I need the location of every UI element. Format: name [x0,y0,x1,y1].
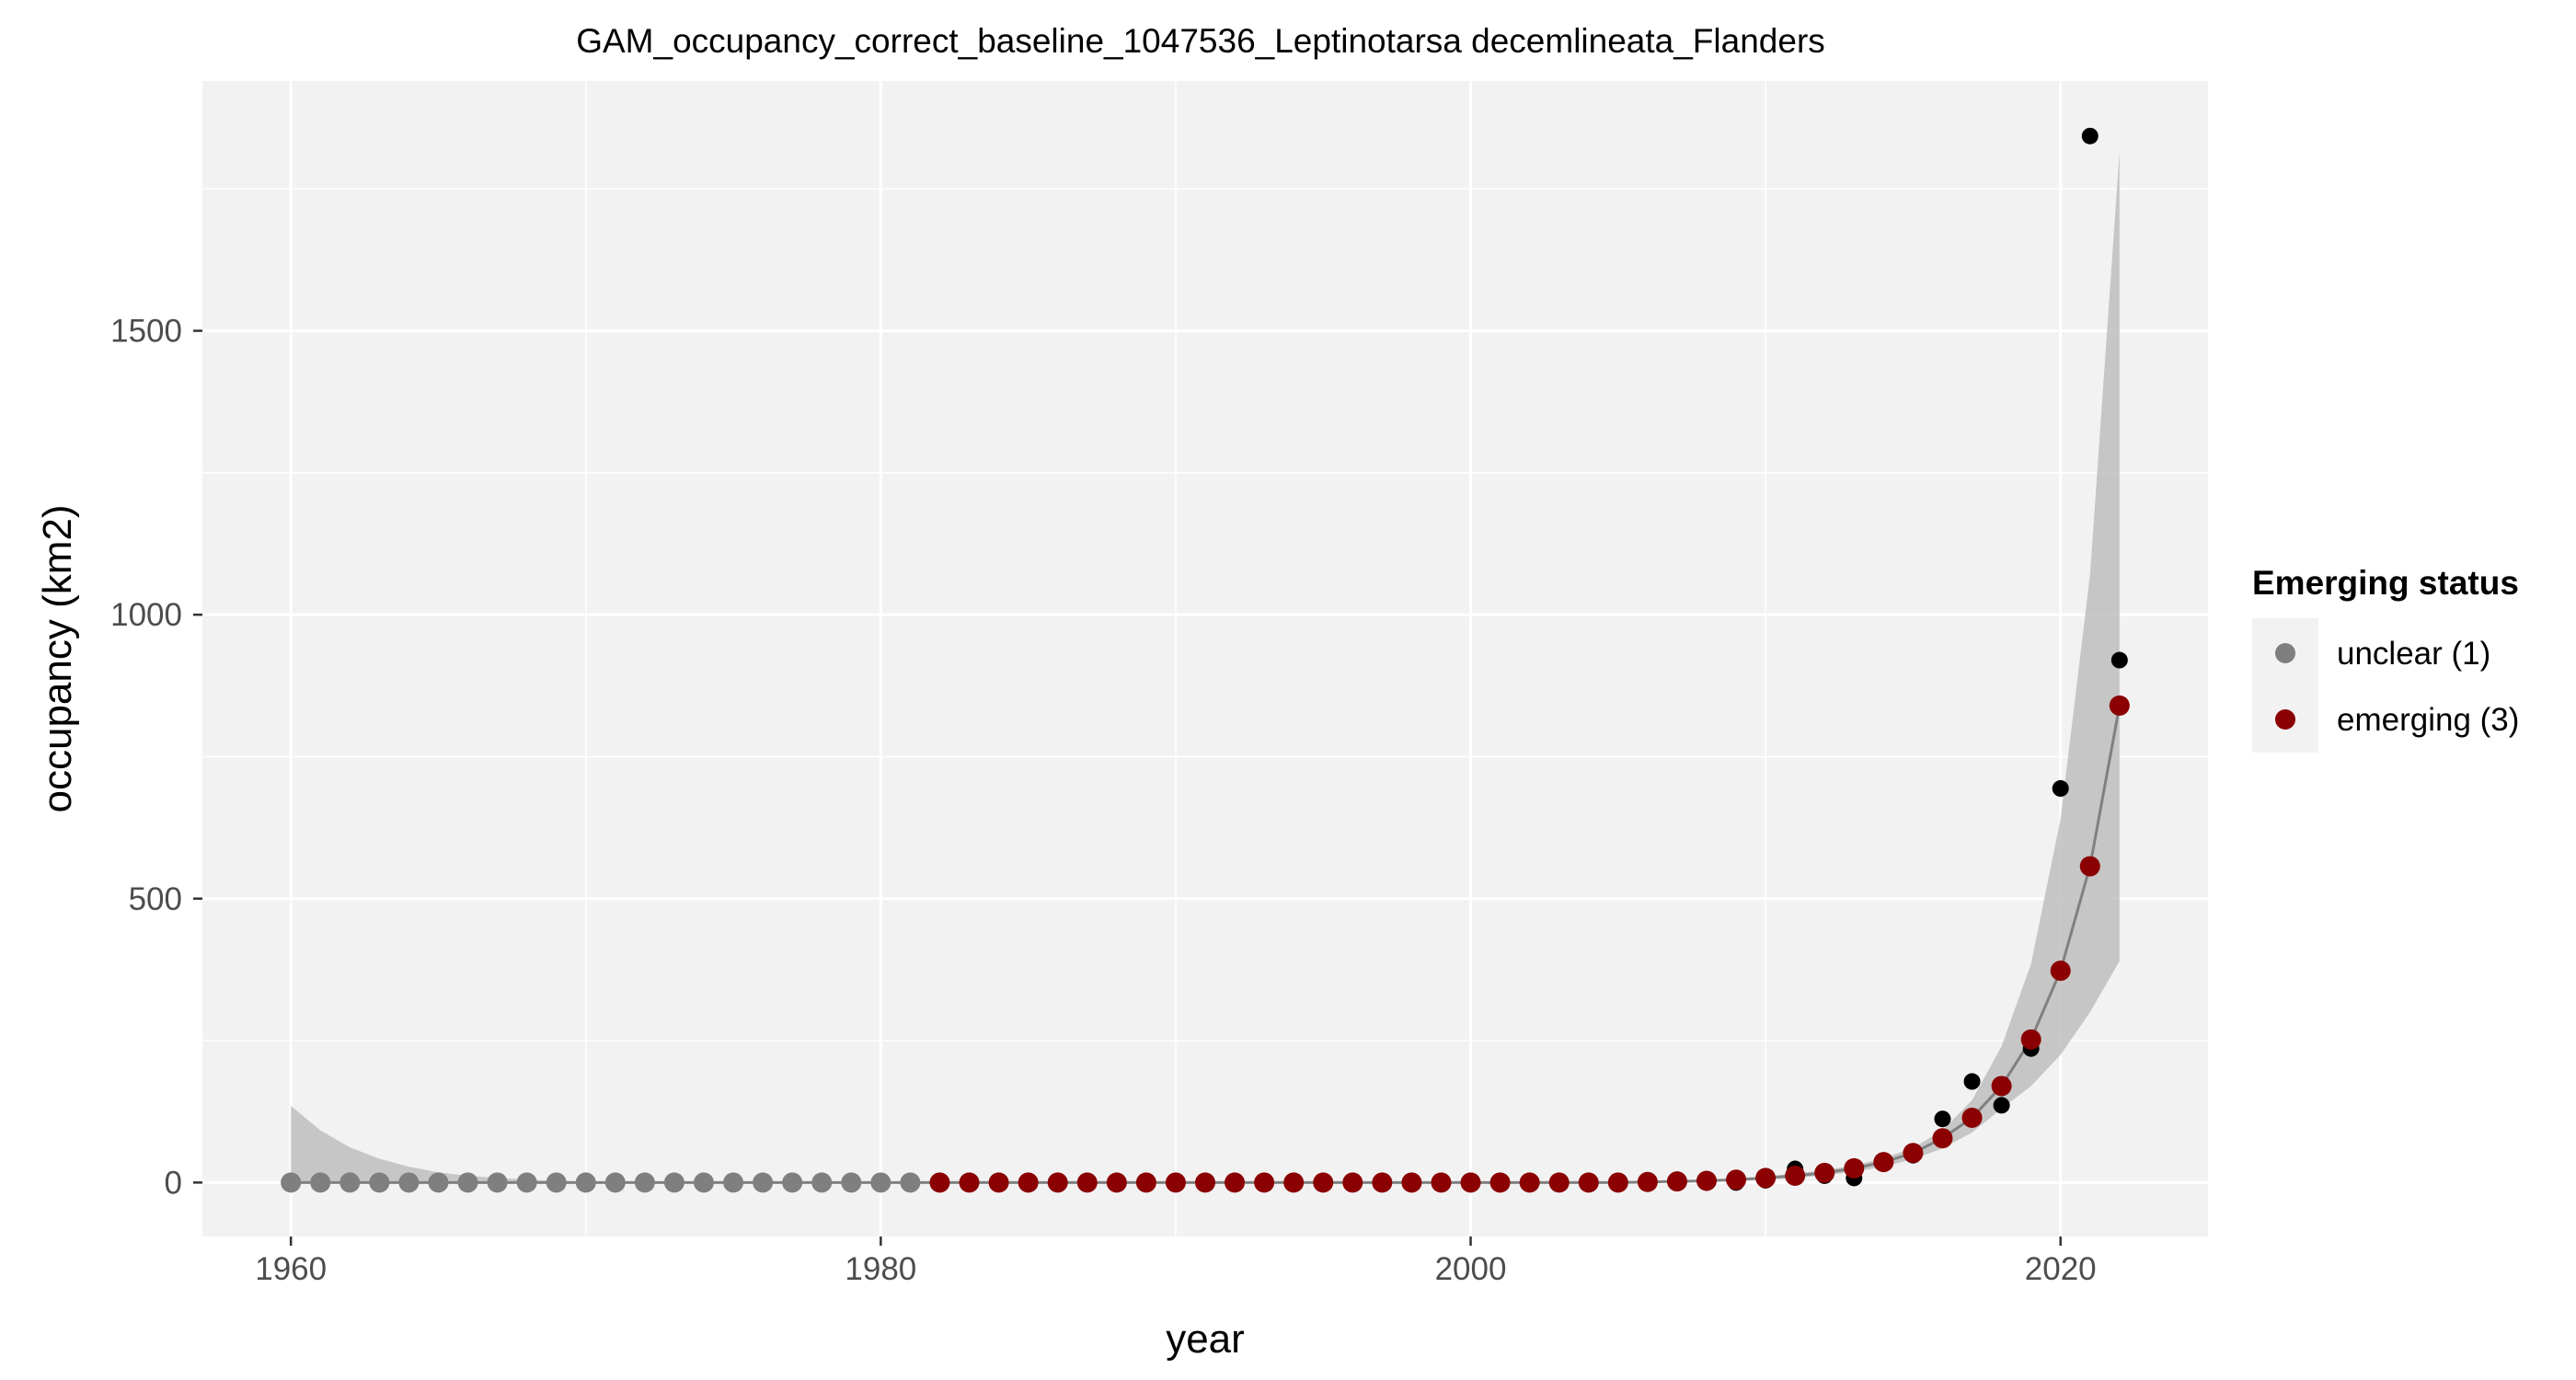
legend-key-2 [2275,709,2295,730]
observed-point [2052,780,2069,798]
fitted-point [1637,1171,1658,1192]
fitted-point [811,1172,833,1193]
fitted-point [575,1172,596,1193]
fitted-point [1195,1172,1215,1193]
fitted-point [663,1172,684,1193]
fitted-point [1401,1172,1422,1193]
observed-point [1993,1097,2010,1114]
legend-key-1 [2275,643,2295,663]
fitted-point [1696,1170,1717,1191]
fitted-point [281,1172,302,1193]
fitted-point [2020,1029,2041,1050]
fitted-point [1548,1172,1570,1193]
fitted-point [1313,1172,1334,1193]
fitted-point [634,1172,655,1193]
fitted-point [487,1172,508,1193]
fitted-point [2109,695,2130,716]
legend-key-background [2252,618,2318,753]
x-axis: 1960 1980 2000 2020 [255,1236,2097,1287]
fitted-point [929,1172,950,1193]
fitted-point [1106,1172,1127,1193]
fitted-point [1666,1171,1687,1192]
fitted-point [841,1172,862,1193]
fitted-points [281,695,2130,1193]
x-tick-label: 1980 [845,1251,916,1287]
fitted-point [1961,1108,1983,1129]
legend-label-2: emerging (3) [2337,702,2519,738]
x-tick-label: 2020 [2025,1251,2097,1287]
plot-panel [202,81,2208,1236]
legend: Emerging status unclear (1) emerging (3) [2252,564,2519,753]
y-tick-label: 0 [165,1165,182,1201]
observed-point [1934,1110,1951,1128]
fitted-point [1814,1162,1835,1183]
fitted-point [428,1172,449,1193]
fitted-point [753,1172,774,1193]
fitted-point [1607,1172,1628,1193]
fitted-point [1283,1172,1305,1193]
legend-title: Emerging status [2252,564,2519,602]
fitted-point [1431,1172,1452,1193]
x-axis-title: year [1166,1317,1245,1362]
x-tick-label: 2000 [1435,1251,1507,1287]
fitted-point [2079,856,2100,877]
fitted-point [694,1172,714,1193]
fitted-point [1076,1172,1098,1193]
fitted-point [546,1172,567,1193]
y-axis-title: occupancy (km2) [35,504,80,812]
fitted-point [782,1172,803,1193]
fitted-point [988,1172,1009,1193]
fitted-point [1372,1172,1393,1193]
fitted-point [959,1172,980,1193]
fitted-point [604,1172,626,1193]
fitted-point [1165,1172,1186,1193]
fitted-point [1991,1075,2012,1097]
fitted-point [1135,1172,1156,1193]
fitted-point [457,1172,478,1193]
y-tick-label: 1500 [110,314,182,350]
fitted-point [1460,1172,1481,1193]
fitted-point [1873,1152,1894,1173]
fitted-point [1755,1167,1777,1189]
fitted-point [1047,1172,1068,1193]
y-tick-label: 1000 [110,597,182,633]
fitted-point [870,1172,891,1193]
fitted-point [516,1172,537,1193]
observed-point [2110,651,2128,669]
fitted-point [1018,1172,1039,1193]
x-tick-label: 1960 [255,1251,327,1287]
chart-title: GAM_occupancy_correct_baseline_1047536_L… [576,22,1825,60]
observed-point [1963,1073,1981,1090]
observed-point [2081,127,2099,144]
fitted-point [1785,1165,1806,1186]
fitted-point [900,1172,921,1193]
fitted-point [369,1172,390,1193]
y-axis: 0 500 1000 1500 [110,314,202,1201]
legend-label-1: unclear (1) [2337,636,2490,672]
fitted-point [1844,1157,1865,1179]
fitted-point [1254,1172,1275,1193]
fitted-point [1726,1169,1747,1190]
fitted-point [723,1172,744,1193]
fitted-point [1932,1128,1953,1149]
fitted-point [339,1172,361,1193]
y-tick-label: 500 [129,881,182,917]
fitted-point [1578,1172,1599,1193]
fitted-point [2050,960,2071,982]
fitted-point [1225,1172,1246,1193]
fitted-point [1519,1172,1540,1193]
fitted-point [398,1172,420,1193]
fitted-point [1489,1172,1511,1193]
fitted-point [1903,1143,1924,1164]
fitted-point [1342,1172,1363,1193]
fitted-point [310,1172,331,1193]
